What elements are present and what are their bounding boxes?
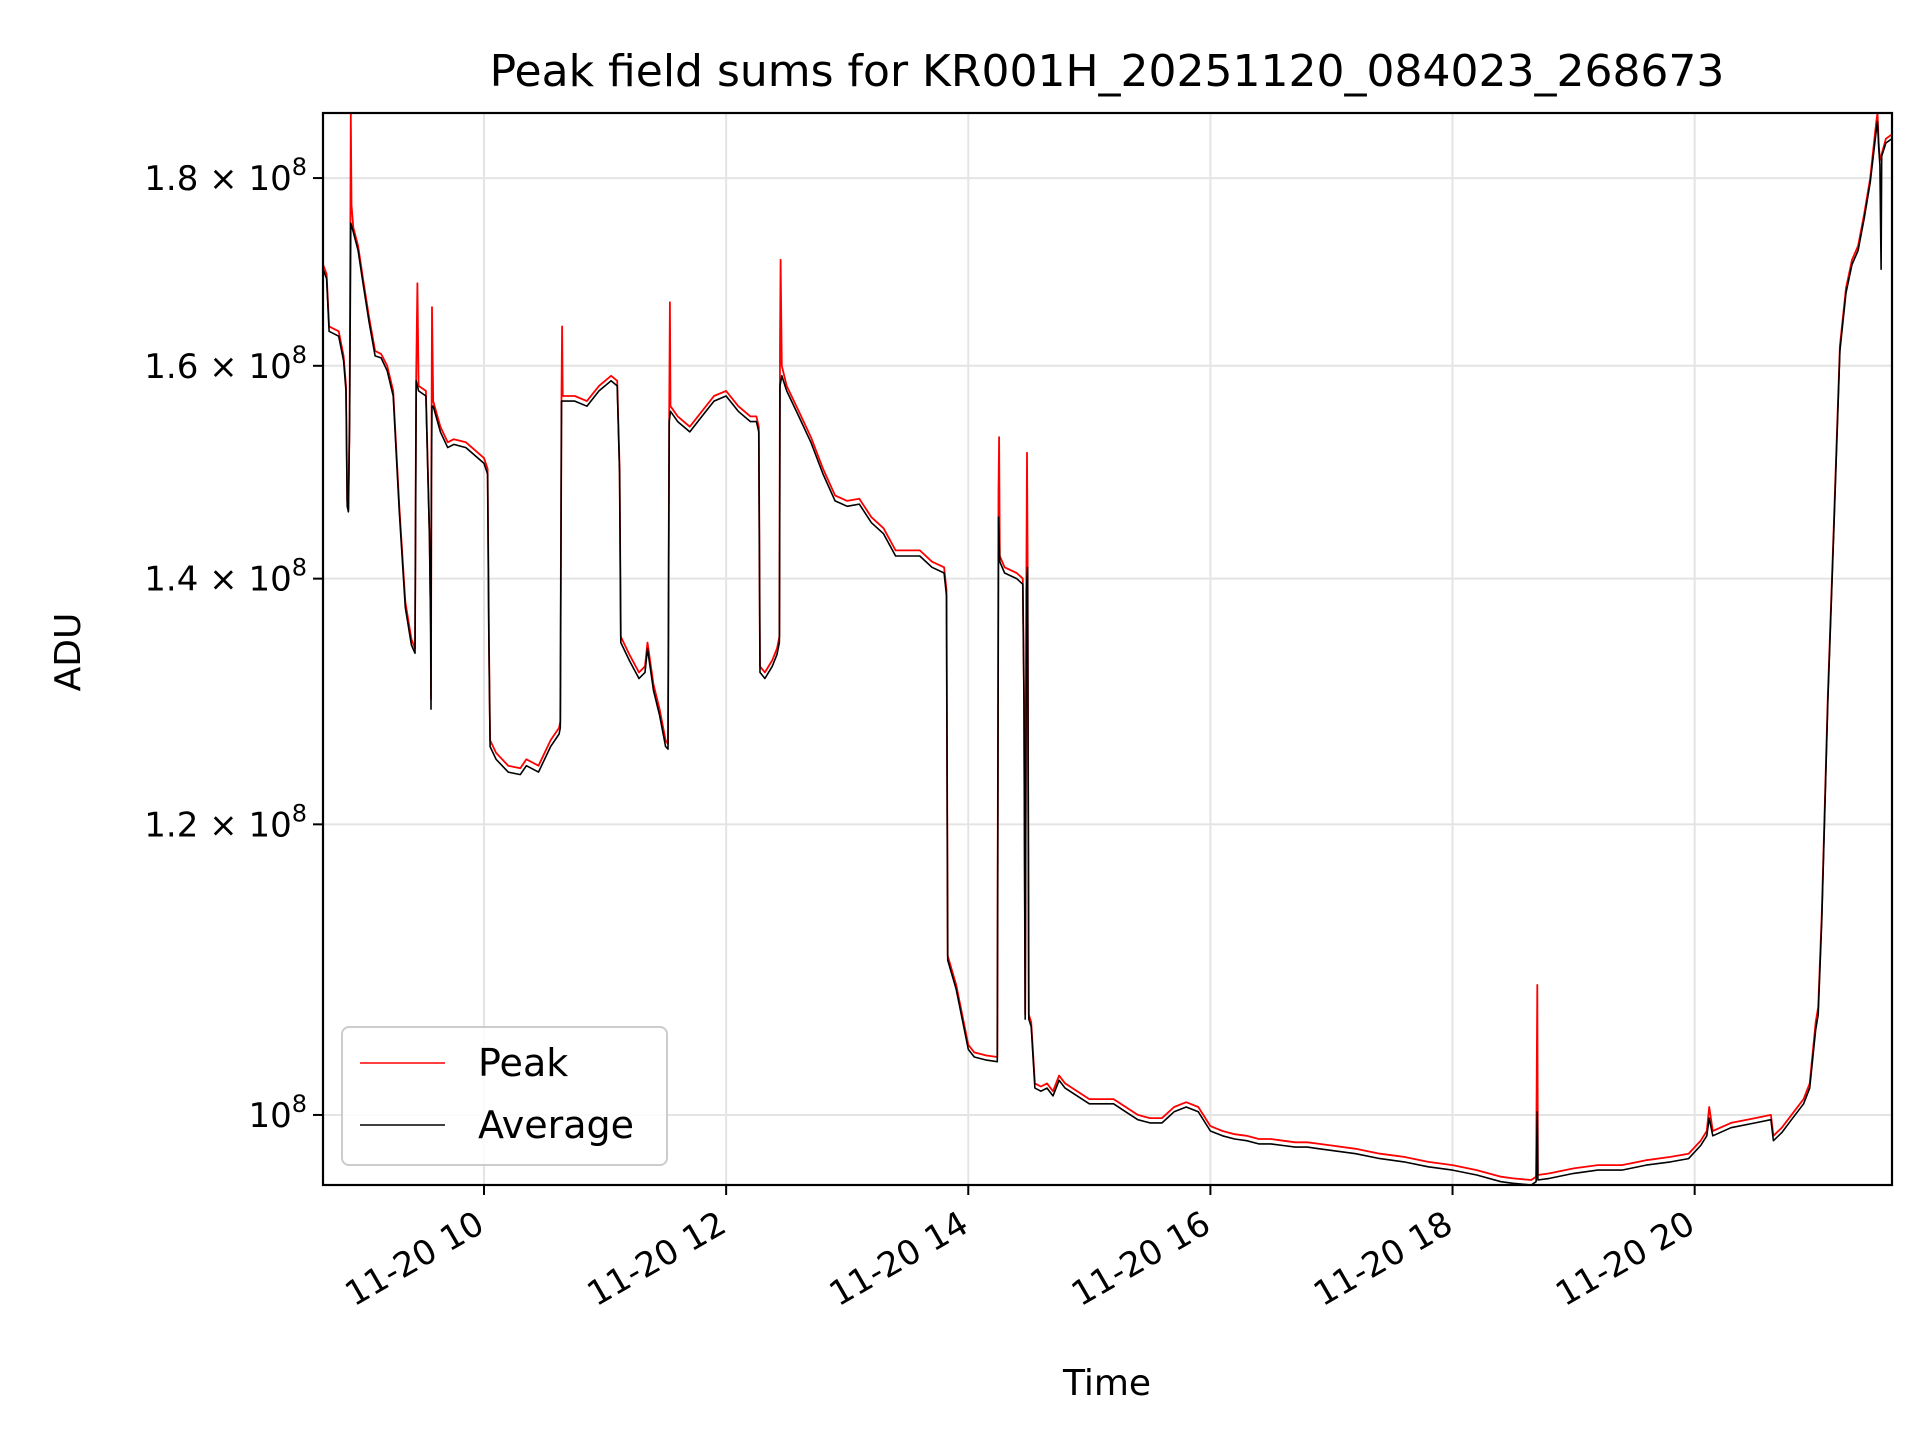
y-axis: 108 1.2 × 108 1.4 × 108 1.6 × 108 1.8 × 108	[144, 153, 323, 1136]
legend-peak-label: Peak	[478, 1041, 568, 1085]
series-line-peak	[323, 113, 1892, 1181]
grid	[323, 113, 1892, 1185]
y-axis-label: ADU	[48, 613, 89, 692]
legend: Peak Average	[341, 1026, 668, 1166]
chart-title: Peak field sums for KR001H_20251120_0840…	[490, 46, 1725, 97]
y-tick-label: 1.8 × 108	[144, 153, 307, 199]
legend-box	[341, 1026, 668, 1166]
series-line-average	[323, 120, 1892, 1185]
y-tick-label: 1.4 × 108	[144, 554, 307, 600]
plot-frame	[321, 111, 1894, 1187]
legend-average-label: Average	[478, 1103, 634, 1147]
y-tick-label: 1.6 × 108	[144, 341, 307, 387]
series-layer	[323, 113, 1892, 1185]
y-tick-label: 108	[248, 1090, 307, 1136]
y-tick-label: 1.2 × 108	[144, 799, 307, 845]
x-axis-label: Time	[1062, 1363, 1151, 1404]
